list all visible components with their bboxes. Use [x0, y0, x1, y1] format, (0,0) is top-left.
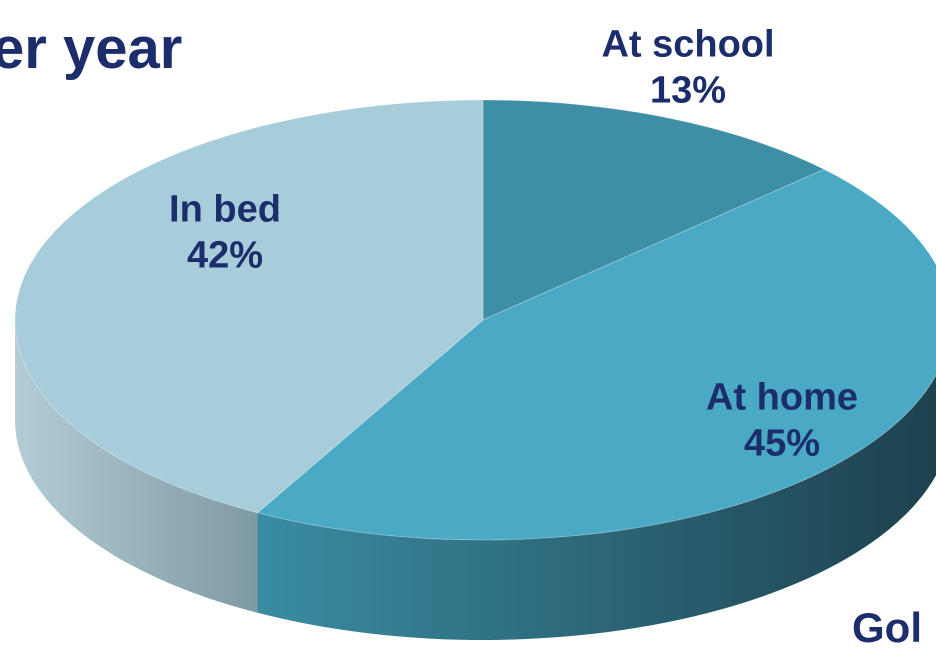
pie-tops: [14, 99, 936, 541]
pie-slice: [256, 168, 936, 541]
slice-value-label: 13%: [650, 69, 726, 111]
pie-slice: [14, 99, 484, 514]
slice-label: At home: [706, 376, 858, 418]
slice-label: At school: [601, 23, 774, 65]
pie-sides: [15, 320, 936, 640]
slice-label: In bed: [169, 188, 281, 230]
slice-value-label: 42%: [187, 234, 263, 276]
chart-title: er year: [0, 16, 182, 81]
pie-side: [257, 375, 936, 640]
slice-value-label: 45%: [744, 422, 820, 464]
pie-side: [15, 320, 258, 613]
footer-text: Gol: [852, 604, 922, 648]
pie-slice: [482, 99, 826, 321]
